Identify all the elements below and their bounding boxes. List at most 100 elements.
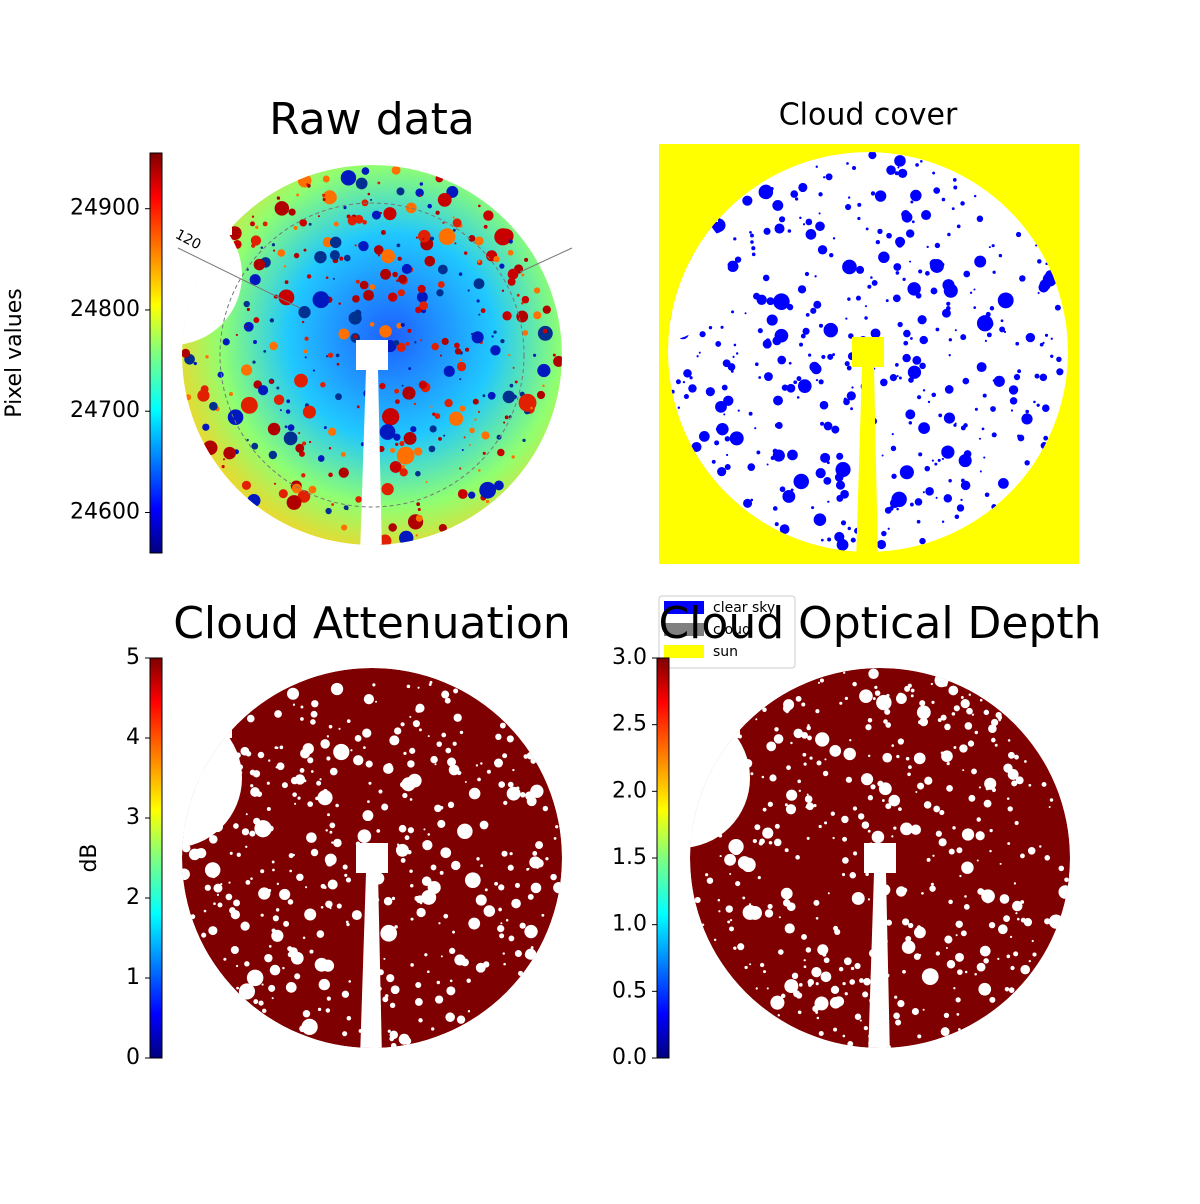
sky-blob xyxy=(502,390,516,404)
sun-mask xyxy=(852,337,884,552)
sky-blob xyxy=(408,367,412,371)
sky-blob xyxy=(338,328,350,340)
sky-blob xyxy=(286,495,302,510)
sky-blob xyxy=(430,755,438,764)
sky-blob xyxy=(1015,341,1020,346)
sky-blob xyxy=(406,684,411,689)
sky-blob xyxy=(1015,912,1018,915)
sky-blob xyxy=(415,703,425,713)
sky-blob xyxy=(475,962,486,973)
sky-blob xyxy=(779,486,786,493)
sky-blob xyxy=(946,959,956,969)
sky-blob xyxy=(976,859,979,862)
sky-blob xyxy=(943,494,953,503)
sky-blob xyxy=(416,291,428,303)
sky-blob xyxy=(437,281,445,288)
sky-blob xyxy=(896,507,899,511)
sky-blob xyxy=(725,905,733,913)
sky-blob xyxy=(479,897,486,904)
sky-blob xyxy=(377,254,380,257)
sky-blob xyxy=(714,440,720,446)
sky-blob xyxy=(1007,739,1011,742)
sun-mask xyxy=(356,843,388,1048)
sky-blob xyxy=(1037,291,1040,295)
sky-blob xyxy=(273,394,285,406)
sky-blob xyxy=(799,342,804,347)
sky-blob xyxy=(523,754,529,759)
sky-blob xyxy=(698,351,701,354)
sky-blob xyxy=(763,227,771,235)
sky-blob xyxy=(375,700,378,703)
sky-blob xyxy=(308,222,312,226)
sky-blob xyxy=(733,237,737,241)
sky-blob xyxy=(767,801,773,807)
sky-blob xyxy=(941,308,951,318)
sky-blob xyxy=(988,801,991,805)
sky-blob xyxy=(310,770,314,773)
sky-blob xyxy=(1031,939,1034,943)
sky-blob xyxy=(807,807,810,810)
sky-blob xyxy=(333,221,339,227)
sky-blob xyxy=(213,883,223,893)
sky-blob xyxy=(532,851,538,856)
sky-blob xyxy=(354,244,357,247)
sky-blob xyxy=(766,314,778,326)
sky-blob xyxy=(533,287,541,294)
sky-blob xyxy=(953,423,957,427)
sky-blob xyxy=(512,366,515,369)
sky-blob xyxy=(986,899,990,904)
sky-blob xyxy=(388,292,398,302)
sky-blob xyxy=(956,224,961,229)
sky-blob xyxy=(371,210,381,220)
sky-blob xyxy=(883,719,888,724)
sky-blob xyxy=(721,384,728,391)
sky-blob xyxy=(303,349,308,354)
sky-blob xyxy=(396,243,401,248)
sky-blob xyxy=(244,325,247,328)
sky-blob xyxy=(842,836,848,842)
sky-blob xyxy=(831,425,840,434)
sky-blob xyxy=(335,803,339,808)
sky-blob xyxy=(1024,460,1030,466)
sky-blob xyxy=(718,910,721,913)
sky-blob xyxy=(876,694,892,711)
sky-blob xyxy=(498,884,505,891)
sky-blob xyxy=(843,397,847,401)
sky-blob xyxy=(233,823,239,829)
sky-blob xyxy=(358,240,369,252)
sky-blob xyxy=(992,270,996,274)
sky-blob xyxy=(971,713,975,716)
sky-blob xyxy=(553,355,562,367)
sky-blob xyxy=(1043,435,1049,441)
sky-blob xyxy=(504,415,509,420)
sky-blob xyxy=(969,291,973,294)
sky-blob xyxy=(329,767,338,776)
sky-blob xyxy=(945,947,948,950)
sky-blob xyxy=(521,295,530,304)
sky-blob xyxy=(253,258,266,271)
sky-blob xyxy=(827,500,830,503)
mask-notch xyxy=(182,668,232,738)
sky-blob xyxy=(301,473,306,478)
sky-blob xyxy=(376,829,381,833)
sky-blob xyxy=(870,328,881,339)
sky-blob xyxy=(253,999,259,1005)
sky-blob xyxy=(536,390,546,400)
sky-blob xyxy=(486,769,491,774)
sky-blob xyxy=(773,293,790,310)
sky-blob xyxy=(808,353,812,357)
sky-blob xyxy=(943,412,956,424)
sky-blob xyxy=(326,996,331,1001)
sky-blob xyxy=(754,427,757,430)
sky-blob xyxy=(727,260,739,273)
sky-blob xyxy=(522,330,529,336)
sky-blob xyxy=(762,970,767,974)
sky-blob xyxy=(851,386,854,389)
sky-blob xyxy=(299,768,305,773)
colorbar-tick-label: 0.0 xyxy=(612,1045,647,1070)
sky-blob xyxy=(984,339,988,342)
sky-blob xyxy=(912,355,922,365)
sky-blob xyxy=(974,973,977,976)
sky-blob xyxy=(257,751,265,759)
sky-blob xyxy=(441,732,447,738)
